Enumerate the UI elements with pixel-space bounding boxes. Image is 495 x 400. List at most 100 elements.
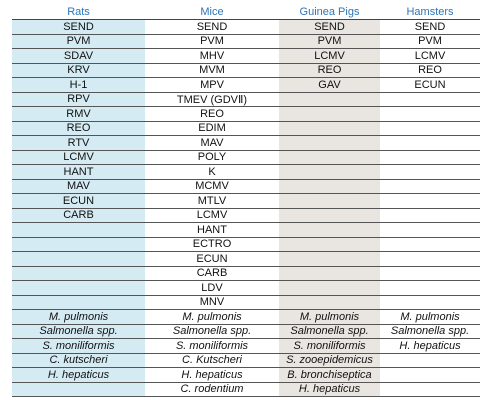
empty-cell [380, 222, 480, 238]
empty-cell [279, 295, 380, 310]
bacterium-cell: B. bronchiseptica [279, 367, 380, 383]
empty-cell [279, 92, 380, 107]
empty-cell [279, 179, 380, 194]
bacterium-cell: S. moniliformis [145, 338, 279, 354]
agent-cell: SEND [145, 19, 279, 35]
table-row: ECUN [12, 251, 480, 267]
agent-cell: SEND [380, 19, 480, 35]
table-row: RTV MAV [12, 135, 480, 151]
empty-cell [380, 164, 480, 180]
header-row: Rats Mice Guinea Pigs Hamsters [12, 4, 480, 20]
agent-cell: SEND [12, 19, 145, 35]
table-row: KRV MVM REO REO [12, 63, 480, 78]
bacterium-cell: S. moniliformis [12, 338, 145, 354]
table-row: RPV TMEV (GDVⅡ) [12, 92, 480, 107]
agent-cell: HANT [145, 222, 279, 238]
empty-cell [279, 251, 380, 267]
agent-cell: MVM [145, 63, 279, 78]
bacterium-cell: Salmonella spp. [145, 324, 279, 339]
agent-cell: LCMV [279, 48, 380, 64]
agent-cell: EDIM [145, 121, 279, 136]
agent-cell: H-1 [12, 77, 145, 93]
empty-cell [12, 237, 145, 252]
table-row: MAV MCMV [12, 179, 480, 194]
empty-cell [279, 237, 380, 252]
table-row: MNV [12, 295, 480, 310]
bacterium-cell: C. kutscheri [12, 353, 145, 368]
agent-cell: ECUN [12, 193, 145, 209]
agent-cell: REO [380, 63, 480, 78]
empty-cell [279, 150, 380, 165]
empty-cell [279, 164, 380, 180]
bacterium-cell: H. hepaticus [279, 382, 380, 397]
table-row: LDV [12, 280, 480, 296]
empty-cell [380, 295, 480, 310]
empty-cell [12, 266, 145, 281]
table-row: M. pulmonis M. pulmonis M. pulmonis M. pulm… [12, 309, 480, 325]
column-header: Hamsters [380, 4, 480, 20]
table-row: Salmonella spp. Salmonella spp. Salmonella… [12, 324, 480, 339]
empty-cell [380, 208, 480, 223]
table-row: CARB [12, 266, 480, 281]
column-header: Rats [12, 4, 145, 20]
empty-cell [12, 251, 145, 267]
bacterium-cell: S. moniliformis [279, 338, 380, 354]
empty-cell [380, 135, 480, 151]
table-row: C. rodentium H. hepaticus [12, 382, 480, 397]
column-header: Mice [145, 4, 279, 20]
empty-cell [279, 193, 380, 209]
agent-cell: SDAV [12, 48, 145, 64]
empty-cell [279, 266, 380, 281]
bacterium-cell: H. hepaticus [145, 367, 279, 383]
empty-cell [12, 295, 145, 310]
agent-cell: GAV [279, 77, 380, 93]
empty-cell [279, 135, 380, 151]
empty-cell [380, 150, 480, 165]
empty-cell [380, 266, 480, 281]
empty-cell [380, 193, 480, 209]
table-row: CARB LCMV [12, 208, 480, 223]
empty-cell [380, 280, 480, 296]
empty-cell [12, 382, 145, 397]
agent-cell: MAV [12, 179, 145, 194]
table-row: H. hepaticus H. hepaticus B. bronchiseptic… [12, 367, 480, 383]
table-row: S. moniliformis S. moniliformis S. monilif… [12, 338, 480, 354]
agent-cell: MCMV [145, 179, 279, 194]
table-row: HANT K [12, 164, 480, 180]
agent-cell: REO [145, 106, 279, 122]
bacterium-cell: H. hepaticus [380, 338, 480, 354]
empty-cell [279, 121, 380, 136]
agent-cell: LCMV [12, 150, 145, 165]
table-row: C. kutscheri C. Kutscheri S. zooepidemicus [12, 353, 480, 368]
empty-cell [380, 237, 480, 252]
agent-cell: K [145, 164, 279, 180]
agent-cell: ECUN [380, 77, 480, 93]
empty-cell [279, 222, 380, 238]
column-header: Guinea Pigs [279, 4, 380, 20]
table-row: REO EDIM [12, 121, 480, 136]
agent-cell: RPV [12, 92, 145, 107]
agent-cell: MTLV [145, 193, 279, 209]
agent-cell: POLY [145, 150, 279, 165]
bacterium-cell: M. pulmonis [12, 309, 145, 325]
agent-cell: ECTRO [145, 237, 279, 252]
table-row: LCMV POLY [12, 150, 480, 165]
agent-cell: PVM [12, 34, 145, 49]
agent-cell: LCMV [380, 48, 480, 64]
agent-cell: LCMV [145, 208, 279, 223]
table-row: PVM PVM PVM PVM [12, 34, 480, 49]
empty-cell [380, 367, 480, 383]
agent-cell: RMV [12, 106, 145, 122]
agent-cell: MHV [145, 48, 279, 64]
bacterium-cell: Salmonella spp. [12, 324, 145, 339]
empty-cell [380, 106, 480, 122]
bacterium-cell: M. pulmonis [380, 309, 480, 325]
table-row: SEND SEND SEND SEND [12, 19, 480, 35]
agent-cell: SEND [279, 19, 380, 35]
bacterium-cell: S. zooepidemicus [279, 353, 380, 368]
table-row: ECTRO [12, 237, 480, 252]
agent-cell: CARB [145, 266, 279, 281]
agent-cell: HANT [12, 164, 145, 180]
empty-cell [279, 106, 380, 122]
agent-cell: MPV [145, 77, 279, 93]
